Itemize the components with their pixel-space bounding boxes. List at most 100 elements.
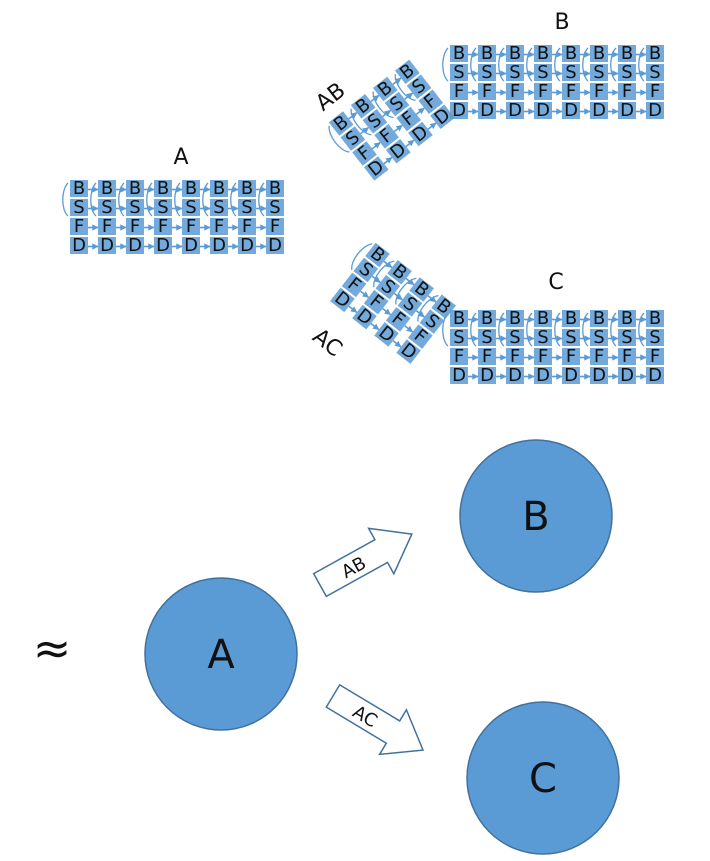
grid-a-cell-label: S [73, 197, 84, 218]
grid-c-cell-label: F [566, 346, 576, 367]
grid-c-cell-label: D [648, 365, 662, 386]
node-c-label: C [529, 756, 557, 802]
grid-b-cell-label: S [565, 62, 576, 83]
grid-ab-link [428, 123, 436, 129]
grid-b-cell-label: B [509, 43, 521, 64]
grid-a-cell-label: S [129, 197, 140, 218]
grid-c-cell-label: B [509, 308, 521, 329]
grid-c-cell-label: F [454, 346, 464, 367]
label-c: C [548, 270, 563, 295]
grid-a-cell-label: B [129, 178, 141, 199]
grid-c-cell-label: B [649, 308, 661, 329]
grid-a-cell-label: S [185, 197, 196, 218]
grid-a-cell-label: S [101, 197, 112, 218]
grid-a-loop [91, 183, 96, 216]
grid-c-loop [611, 313, 616, 346]
grid-b-cell-label: S [537, 62, 548, 83]
grid-a-cell-label: D [100, 235, 114, 256]
grid-b-cell-label: S [621, 62, 632, 83]
label-ab: AB [311, 78, 350, 116]
grid-a-loop [231, 183, 236, 216]
grid-a-cell-label: S [213, 197, 224, 218]
grid-ab-link [394, 125, 402, 131]
grid-c-loop [583, 313, 588, 346]
grid-b-loop [555, 48, 560, 81]
node-c: C [467, 702, 619, 854]
grid-c-cell-label: B [593, 308, 605, 329]
grid-c-cell-label: S [509, 327, 520, 348]
grid-b-cell-label: F [622, 81, 632, 102]
grid-ac-link [405, 326, 413, 332]
grid-b-cell-label: B [621, 43, 633, 64]
grid-c-cell-label: D [620, 365, 634, 386]
grid-a-cell-label: F [130, 216, 140, 237]
grid-c-cell-label: D [480, 365, 494, 386]
grid-c-cell-label: S [593, 327, 604, 348]
grid-c-cell-label: F [538, 346, 548, 367]
grid-a-cell-label: B [241, 178, 253, 199]
grid-a-cell-label: B [73, 178, 85, 199]
grid-ac-link [349, 306, 357, 312]
grid-c-cell-label: S [621, 327, 632, 348]
simplified-network: ≈ A B C AB AC [33, 440, 619, 854]
grid-b-cell-label: S [593, 62, 604, 83]
grid-a-cell-label: D [184, 235, 198, 256]
grid-ab-link [416, 108, 424, 114]
grid-b-loop [527, 48, 532, 81]
grid-a-cell-label: F [186, 216, 196, 237]
grid-a-cell-label: B [101, 178, 113, 199]
grid-a-cell-label: D [212, 235, 226, 256]
grid-c-cell-label: D [452, 365, 466, 386]
arrow-ab: AB [307, 511, 424, 607]
grid-ab-link [384, 158, 392, 164]
grid-a-cell-label: F [242, 216, 252, 237]
detailed-network: BSFDBSFDBSFDBSFDBSFDBSFDBSFDBSFD BSFDBSF… [63, 10, 664, 386]
grid-c-cell-label: F [594, 346, 604, 367]
grid-c-cell-label: B [565, 308, 577, 329]
grid-b-cell-label: S [649, 62, 660, 83]
node-b-label: B [522, 494, 549, 540]
grid-c-cell-label: B [453, 308, 465, 329]
arrow-ab-shape [307, 511, 424, 607]
grid-b-loop [639, 48, 644, 81]
grid-ac-link [371, 323, 379, 329]
grid-b-loop [471, 48, 476, 81]
grid-b-cell-label: F [482, 81, 492, 102]
label-ac: AC [308, 324, 347, 362]
grid-b-cell-label: F [510, 81, 520, 102]
grid-b-cell-label: D [620, 100, 634, 121]
grid-a-cell-label: F [102, 216, 112, 237]
grid-a-cell-label: B [157, 178, 169, 199]
node-b: B [460, 440, 612, 592]
grid-c-cell-label: S [565, 327, 576, 348]
node-a: A [145, 578, 297, 730]
grid-c-cell-label: D [592, 365, 606, 386]
grid-a-loop [63, 183, 68, 216]
grid-a-cell-label: B [213, 178, 225, 199]
grid-a-cell-label: F [74, 216, 84, 237]
grid-b-cell-label: D [648, 100, 662, 121]
grid-c-cell-label: S [537, 327, 548, 348]
grid-a-loop [119, 183, 124, 216]
grid-c-cell-label: D [564, 365, 578, 386]
approx-symbol: ≈ [33, 621, 72, 675]
grid-c-loop [499, 313, 504, 346]
grid-a: BSFDBSFDBSFDBSFDBSFDBSFDBSFDBSFD [63, 178, 284, 256]
grid-a-cell-label: S [269, 197, 280, 218]
grid-a-cell-label: S [241, 197, 252, 218]
grid-c-cell-label: S [453, 327, 464, 348]
grid-ac-link [393, 341, 401, 347]
grid-c-cell-label: B [537, 308, 549, 329]
grid-a-cell-label: B [185, 178, 197, 199]
grid-c-cell-label: F [622, 346, 632, 367]
grid-c-cell-label: S [481, 327, 492, 348]
grid-c-loop [471, 313, 476, 346]
grid-a-cell-label: D [268, 235, 282, 256]
arrow-ac-shape [320, 674, 437, 773]
grid-b-loop [583, 48, 588, 81]
grid-ac-link [361, 291, 369, 297]
grid-a-cell-label: D [240, 235, 254, 256]
grid-a-cell-label: D [72, 235, 86, 256]
